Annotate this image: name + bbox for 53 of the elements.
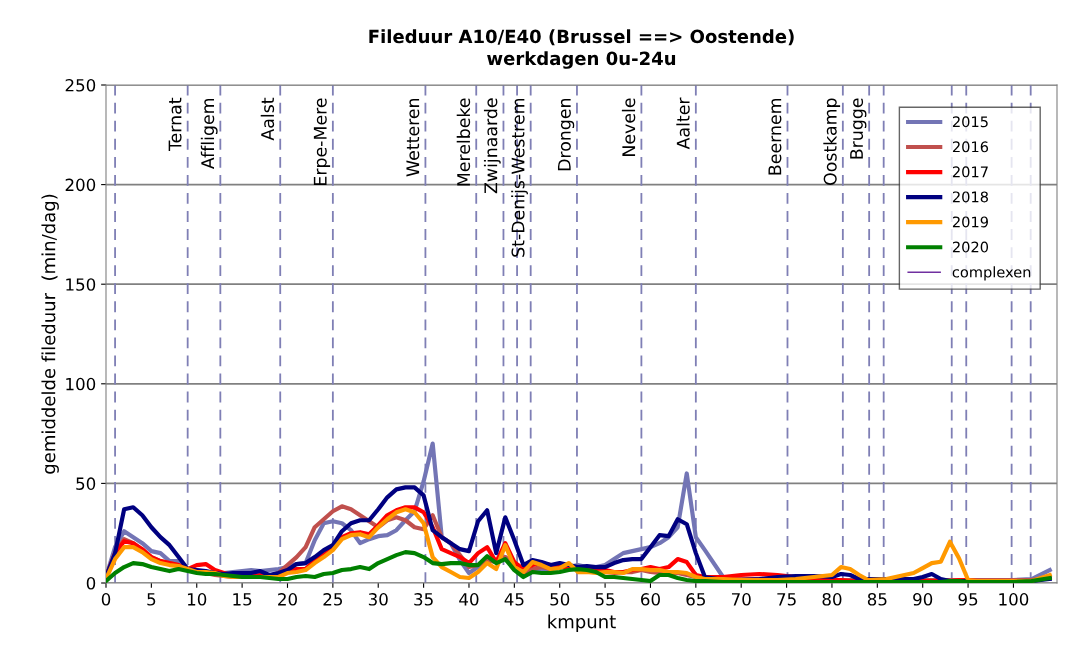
x-tick-label: 70	[731, 593, 751, 606]
y-axis-title: gemiddelde fileduur (min/dag)	[41, 194, 59, 474]
x-tick-label: 30	[368, 593, 388, 606]
x-tick-label: 10	[187, 593, 207, 606]
y-tick-label: 200	[65, 178, 96, 192]
x-tick-label: 80	[822, 593, 842, 606]
ref-line-label: St-Denijs-Westrem	[511, 98, 528, 257]
ref-line-label: Nevele	[621, 98, 636, 156]
ref-line-label: Aalter	[676, 97, 690, 150]
legend-label: 2015	[952, 116, 988, 128]
ref-line-label: Ternat	[168, 97, 182, 152]
legend-label: 2018	[952, 191, 988, 203]
x-tick-label: 45	[504, 593, 524, 606]
y-tick-label: 0	[86, 576, 96, 590]
x-tick-label: 90	[913, 593, 933, 606]
chart-title: Fileduur A10/E40 (Brussel ==> Oostende)	[369, 29, 794, 46]
ref-line-label: Wetteren	[406, 98, 420, 177]
x-tick-label: 50	[550, 593, 570, 606]
y-tick-label: 250	[65, 78, 96, 92]
ref-line-label: Brugge	[850, 98, 867, 159]
ref-line-label: Beernem	[768, 98, 782, 175]
line-series	[106, 550, 1052, 583]
y-tick-label: 50	[76, 477, 96, 490]
x-tick-label: 20	[278, 593, 297, 606]
legend-label: complexen	[952, 266, 1031, 281]
x-tick-label: 55	[595, 593, 615, 606]
x-tick-label: 40	[459, 593, 479, 606]
x-tick-label: 85	[867, 593, 887, 606]
x-axis-title: kmpunt	[548, 614, 616, 632]
x-tick-label: 95	[958, 593, 978, 606]
x-tick-label: 60	[641, 593, 660, 606]
ref-line-label: Erpe-Mere	[313, 98, 331, 185]
legend-label: 2020	[952, 241, 989, 253]
ref-line-label: Zwijnaarde	[483, 98, 501, 194]
chart-subtitle: werkdagen 0u-24u	[487, 51, 676, 69]
x-tick-label: 25	[323, 593, 343, 606]
legend-label: 2017	[952, 166, 988, 178]
ref-line-label: Aalst	[260, 97, 275, 141]
ref-line-label: Oostkamp	[823, 98, 841, 185]
y-tick-label: 150	[66, 278, 96, 291]
x-tick-label: 65	[686, 593, 705, 606]
x-tick-label: 0	[101, 593, 111, 606]
x-tick-label: 35	[414, 593, 433, 606]
legend-label: 2016	[952, 141, 989, 153]
x-tick-label: 100	[999, 593, 1029, 606]
y-tick-label: 100	[66, 377, 96, 391]
x-tick-label: 15	[233, 593, 252, 606]
x-tick-label: 5	[147, 593, 156, 606]
ref-line-label: Merelbeke	[456, 98, 471, 186]
ref-line-label: Drongen	[557, 98, 575, 171]
legend-label: 2019	[952, 216, 988, 228]
x-tick-label: 75	[777, 593, 796, 606]
ref-line-label: Affligem	[200, 98, 218, 170]
